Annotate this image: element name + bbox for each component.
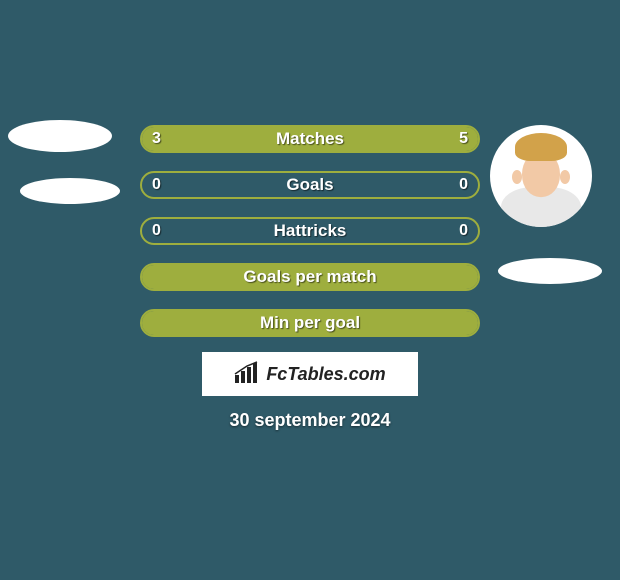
date-line: 30 september 2024 xyxy=(0,410,620,431)
brand-box: FcTables.com xyxy=(202,352,418,396)
comparison-card: Michael Ihiekwe vs Pring Club competitio… xyxy=(0,0,620,580)
stat-row: 35Matches xyxy=(140,125,480,153)
stat-row: Min per goal xyxy=(140,309,480,337)
stat-row: Goals per match xyxy=(140,263,480,291)
comparison-rows: 35Matches 00Goals 00Hattricks Goals per mat… xyxy=(140,125,480,355)
left-ellipse-1 xyxy=(8,120,112,152)
stat-label: Goals per match xyxy=(142,267,478,287)
player-avatar-right xyxy=(490,125,592,227)
stat-label: Matches xyxy=(142,129,478,149)
avatar-hair xyxy=(515,133,567,161)
left-ellipse-2 xyxy=(20,178,120,204)
right-ellipse xyxy=(498,258,602,284)
avatar-ear-right xyxy=(560,170,570,184)
stat-row: 00Goals xyxy=(140,171,480,199)
stat-label: Hattricks xyxy=(142,221,478,241)
brand-text: FcTables.com xyxy=(266,364,385,385)
stat-label: Goals xyxy=(142,175,478,195)
brand-bars-icon xyxy=(234,361,260,388)
stat-label: Min per goal xyxy=(142,313,478,333)
stat-row: 00Hattricks xyxy=(140,217,480,245)
avatar-ear-left xyxy=(512,170,522,184)
